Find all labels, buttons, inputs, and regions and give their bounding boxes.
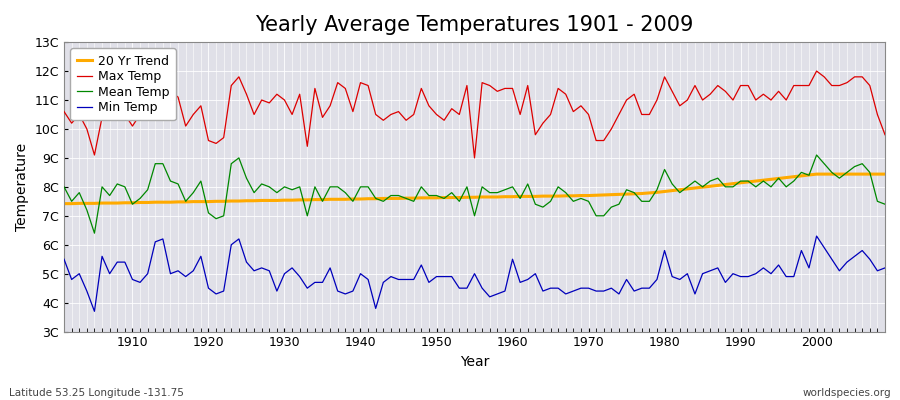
Max Temp xyxy=(507,86,517,91)
Mean Temp xyxy=(606,205,616,210)
Min Temp xyxy=(58,257,69,262)
Line: Mean Temp: Mean Temp xyxy=(64,155,885,233)
20 Yr Trend xyxy=(120,200,130,205)
20 Yr Trend xyxy=(500,194,510,199)
Mean Temp xyxy=(879,202,890,207)
20 Yr Trend xyxy=(287,198,298,202)
Max Temp xyxy=(120,112,130,117)
Mean Temp xyxy=(811,153,822,158)
20 Yr Trend xyxy=(332,197,343,202)
Mean Temp xyxy=(294,184,305,189)
Max Temp xyxy=(811,69,822,74)
Y-axis label: Temperature: Temperature xyxy=(15,143,29,231)
Max Temp xyxy=(879,132,890,137)
Mean Temp xyxy=(89,231,100,236)
Max Temp xyxy=(606,126,616,131)
Mean Temp xyxy=(58,184,69,189)
Title: Yearly Average Temperatures 1901 - 2009: Yearly Average Temperatures 1901 - 2009 xyxy=(256,15,694,35)
Line: 20 Yr Trend: 20 Yr Trend xyxy=(64,174,885,204)
Mean Temp xyxy=(515,196,526,201)
Line: Max Temp: Max Temp xyxy=(64,71,885,158)
Min Temp xyxy=(294,274,305,279)
Mean Temp xyxy=(340,190,351,195)
Min Temp xyxy=(89,309,100,314)
Min Temp xyxy=(515,280,526,285)
20 Yr Trend xyxy=(879,172,890,176)
Line: Min Temp: Min Temp xyxy=(64,236,885,311)
Min Temp xyxy=(340,292,351,296)
Legend: 20 Yr Trend, Max Temp, Mean Temp, Min Temp: 20 Yr Trend, Max Temp, Mean Temp, Min Te… xyxy=(70,48,176,120)
Max Temp xyxy=(469,156,480,160)
Min Temp xyxy=(879,266,890,270)
Max Temp xyxy=(332,80,343,85)
20 Yr Trend xyxy=(58,201,69,206)
Min Temp xyxy=(127,277,138,282)
X-axis label: Year: Year xyxy=(460,355,490,369)
Min Temp xyxy=(811,234,822,238)
Text: Latitude 53.25 Longitude -131.75: Latitude 53.25 Longitude -131.75 xyxy=(9,388,184,398)
20 Yr Trend xyxy=(598,192,609,197)
Max Temp xyxy=(515,112,526,117)
20 Yr Trend xyxy=(507,194,517,199)
Text: worldspecies.org: worldspecies.org xyxy=(803,388,891,398)
Min Temp xyxy=(606,286,616,290)
Max Temp xyxy=(58,109,69,114)
Mean Temp xyxy=(507,184,517,189)
Mean Temp xyxy=(127,202,138,207)
Max Temp xyxy=(287,112,298,117)
Min Temp xyxy=(507,257,517,262)
20 Yr Trend xyxy=(811,172,822,176)
